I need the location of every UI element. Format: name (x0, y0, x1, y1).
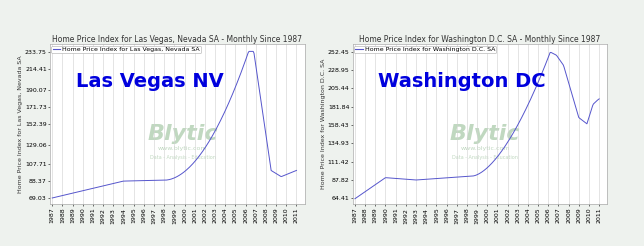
Text: Blytic: Blytic (147, 124, 218, 144)
Text: www.blytic.com: www.blytic.com (158, 146, 207, 151)
Text: Data - Analysis - Education: Data - Analysis - Education (149, 155, 216, 160)
Y-axis label: Home Price Index for Las Vegas, Nevada SA: Home Price Index for Las Vegas, Nevada S… (19, 55, 23, 193)
Text: Washington DC: Washington DC (379, 73, 546, 92)
Text: www.blytic.com: www.blytic.com (460, 146, 510, 151)
Legend: Home Price Index for Washington D.C. SA: Home Price Index for Washington D.C. SA (354, 46, 497, 53)
Text: Las Vegas NV: Las Vegas NV (76, 73, 223, 92)
Title: Home Price Index for Washington D.C. SA - Monthly Since 1987: Home Price Index for Washington D.C. SA … (359, 34, 601, 44)
Title: Home Price Index for Las Vegas, Nevada SA - Monthly Since 1987: Home Price Index for Las Vegas, Nevada S… (52, 34, 303, 44)
Legend: Home Price Index for Las Vegas, Nevada SA: Home Price Index for Las Vegas, Nevada S… (52, 46, 201, 53)
Text: Data - Analysis - Education: Data - Analysis - Education (452, 155, 518, 160)
Text: Blytic: Blytic (450, 124, 520, 144)
Y-axis label: Home Price Index for Washington D.C. SA: Home Price Index for Washington D.C. SA (321, 59, 326, 189)
